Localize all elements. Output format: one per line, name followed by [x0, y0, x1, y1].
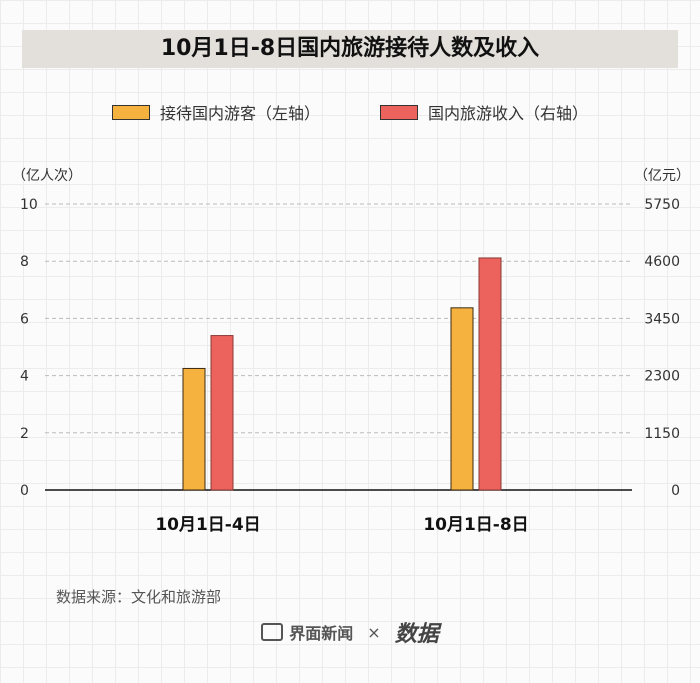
legend-swatch [380, 104, 418, 120]
datawire-logo: 数据 [394, 622, 439, 647]
category-label: 10月1日-4日 [155, 515, 260, 535]
left-tick-label: 2 [20, 426, 29, 442]
right-tick-label: 2300 [644, 369, 680, 385]
jiemian-logo-icon [261, 623, 284, 641]
left-tick-label: 4 [20, 369, 29, 385]
right-tick-label: 3450 [644, 311, 680, 327]
left-tick-label: 6 [20, 311, 29, 327]
footer: 界面新闻 × 数据 [0, 616, 700, 648]
legend-swatch [111, 104, 150, 120]
category-label: 10月1日-8日 [423, 515, 528, 535]
source-note: 数据来源：文化和旅游部 [56, 588, 222, 606]
right-tick-label: 4600 [644, 254, 680, 270]
bar-chart: （亿人次） （亿元） 0 0 2 1150 4 2300 6 3450 8 4600 10 5750 1… [12, 168, 690, 535]
legend: 接待国内游客（左轴） 国内旅游收入（右轴） [0, 100, 700, 124]
bar-revenue [478, 257, 502, 491]
separator: × [367, 622, 381, 642]
right-axis-label: （亿元） [634, 168, 690, 184]
jiemian-logo: 界面新闻 [261, 620, 353, 644]
right-tick-label: 1150 [644, 426, 680, 442]
legend-item-revenue: 国内旅游收入（右轴） [380, 100, 588, 124]
bar-visitors [450, 307, 474, 491]
legend-label: 国内旅游收入（右轴） [428, 104, 589, 123]
legend-label: 接待国内游客（左轴） [159, 104, 320, 123]
bar-revenue [210, 335, 234, 491]
chart-title: 10月1日-8日国内旅游接待人数及收入 [22, 30, 678, 68]
right-tick-label: 5750 [644, 197, 680, 213]
right-tick-label: 0 [671, 483, 680, 499]
left-axis-label: （亿人次） [12, 168, 82, 184]
bar-visitors [182, 367, 206, 491]
left-tick-label: 0 [20, 483, 29, 499]
left-tick-label: 8 [20, 254, 29, 270]
left-tick-label: 10 [20, 197, 38, 213]
brand-name: 界面新闻 [289, 624, 354, 643]
legend-item-visitors: 接待国内游客（左轴） [111, 100, 320, 124]
